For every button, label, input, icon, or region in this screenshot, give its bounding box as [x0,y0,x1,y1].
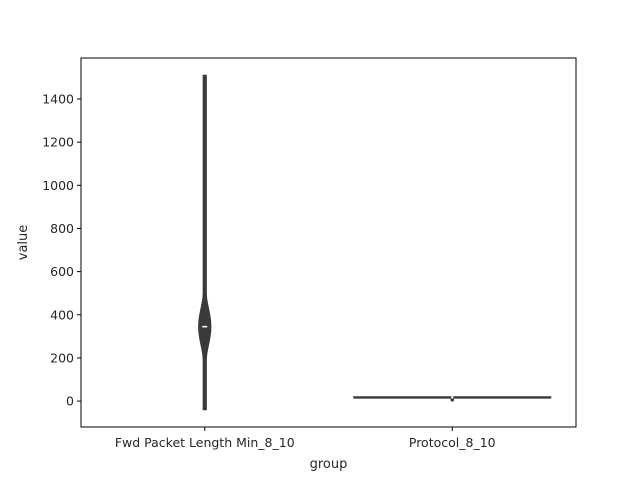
box-overlays [201,301,455,402]
violins [198,74,552,411]
y-tick-label: 400 [50,307,74,322]
x-axis-ticks: Fwd Packet Length Min_8_10 Protocol_8_10 [115,427,496,450]
x-tick-label: Protocol_8_10 [409,435,496,450]
axes-frame [80,57,577,428]
y-axis-label: value [16,225,31,261]
x-axis-label: group [310,457,348,472]
y-tick-label: 600 [50,264,74,279]
y-tick-label: 0 [66,394,74,409]
violin-0 [198,74,212,411]
y-tick-label: 1000 [42,178,74,193]
violin-outlier-1 [450,398,455,402]
y-tick-label: 800 [50,221,74,236]
plot-area [198,74,552,411]
y-tick-label: 1200 [42,135,74,150]
violin-median-1 [451,396,454,399]
y-tick-label: 1400 [42,92,74,107]
y-axis-ticks: 0 200 400 600 800 1000 1200 1400 [42,92,81,409]
x-tick-label: Fwd Packet Length Min_8_10 [115,435,295,450]
y-tick-label: 200 [50,350,74,365]
violin-box-0 [201,314,209,333]
